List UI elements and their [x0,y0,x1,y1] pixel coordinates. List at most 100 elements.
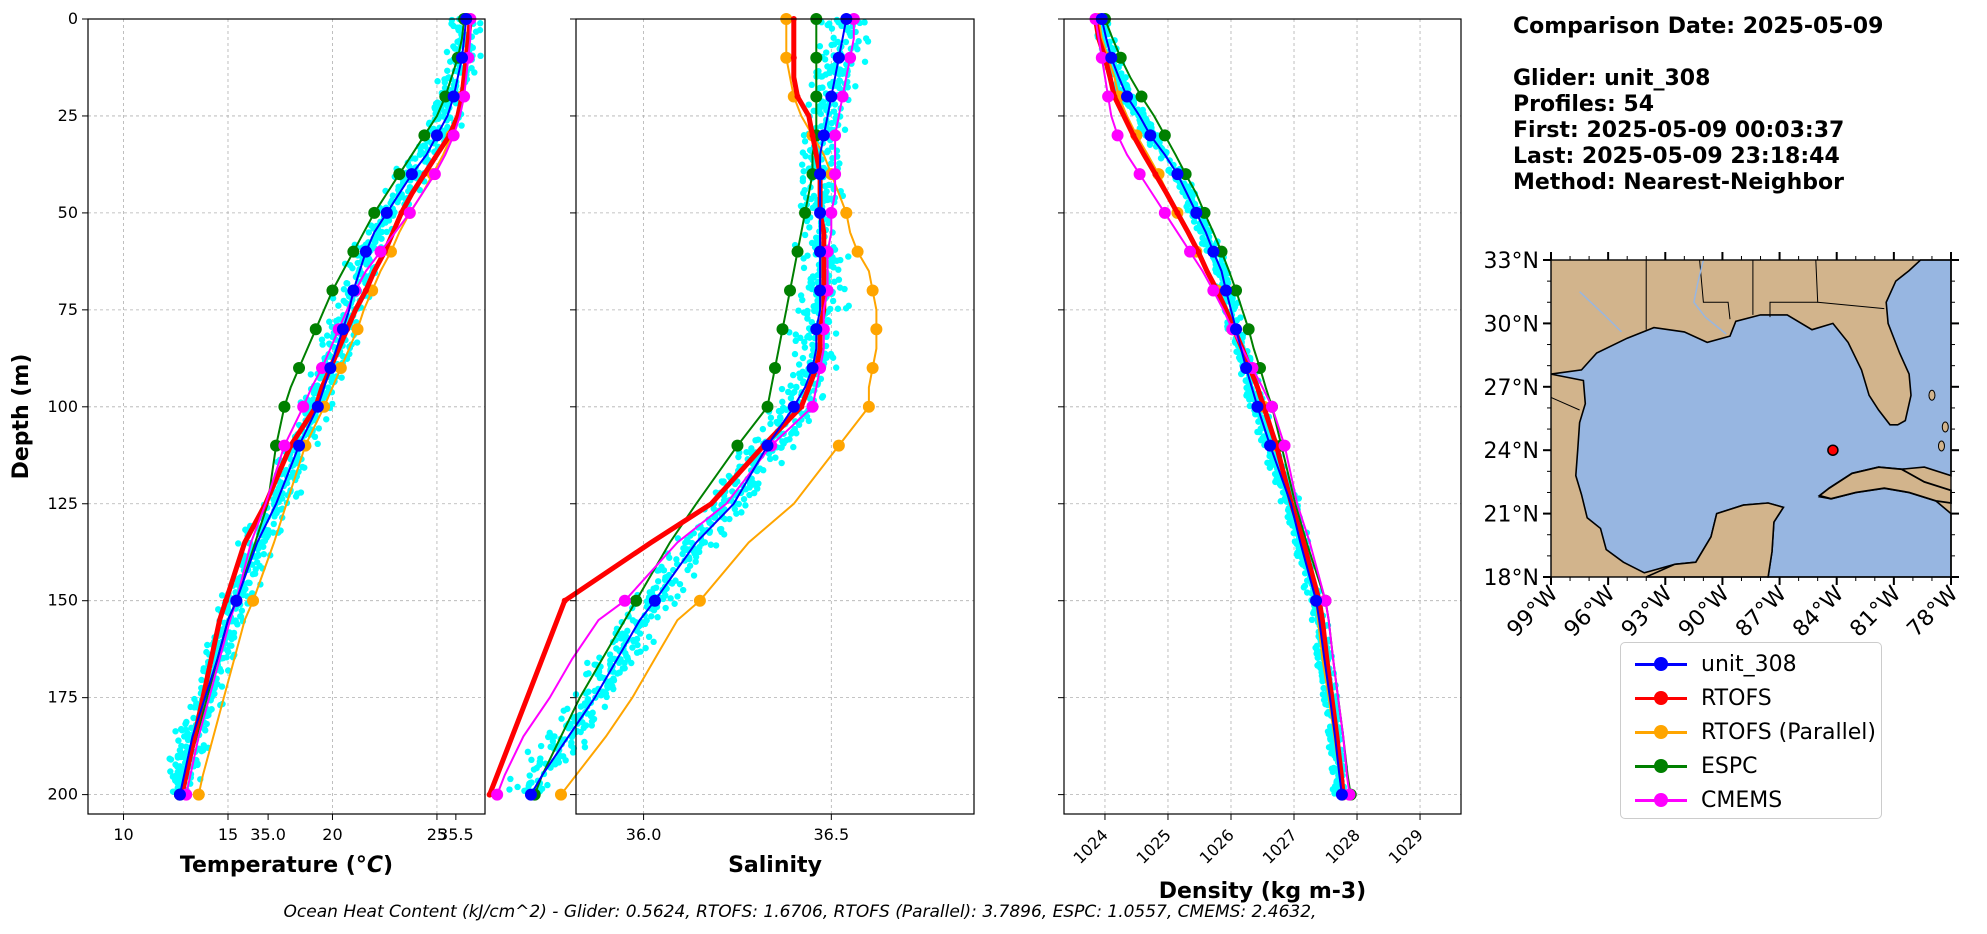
glider-scatter-point [1333,777,1341,785]
series-point [851,245,864,258]
glider-scatter-point [1146,120,1153,128]
first-time: First: 2025-05-09 00:03:37 [1513,118,1845,143]
glider-scatter-point [778,459,785,467]
glider-scatter-point [606,651,614,658]
glider-scatter-point [827,259,834,267]
series-point [293,439,306,452]
glider-scatter-point [672,577,679,584]
glider-scatter-point [340,286,348,293]
series-point [1219,284,1232,297]
glider-scatter-point [353,339,361,346]
series-point [814,245,827,258]
series-point [817,129,830,142]
glider-scatter-point [778,385,786,393]
glider-scatter-point [451,45,459,52]
glider-scatter-point [674,593,681,600]
glider-scatter-point [434,78,441,85]
series-point [1230,323,1243,336]
glider-scatter-point [774,420,781,427]
glider-scatter-point [684,566,691,574]
glider-scatter-point [1243,390,1251,397]
glider-scatter-point [833,80,841,87]
glider-scatter-point [805,332,812,339]
glider-scatter-point [537,742,545,750]
lon-tick-label: 96°W [1560,581,1621,642]
glider-scatter-point [754,485,761,492]
glider-scatter-point [265,527,272,534]
glider-scatter-point [1212,265,1220,273]
glider-scatter-point [329,295,337,302]
glider-scatter-point [444,67,451,74]
glider-scatter-point [260,550,268,558]
glider-scatter-point [772,454,779,461]
glider-scatter-point [166,755,173,762]
glider-scatter-point [606,660,614,668]
glider-scatter-point [584,696,592,703]
glider-scatter-point [1329,746,1336,753]
glider-scatter-point [616,669,623,676]
series-point [798,403,805,410]
glider-scatter-point [648,613,655,620]
series-point [814,284,827,297]
glider-scatter-point [440,113,447,120]
series-point [618,594,631,607]
glider-scatter-point [322,390,329,397]
series-point [270,439,283,452]
glider-scatter-point [816,84,823,92]
glider-scatter-point [1257,436,1265,444]
glider-scatter-point [190,714,197,722]
glider-scatter-point [538,785,546,792]
series-point [316,362,329,375]
series-point [173,788,186,801]
glider-scatter-point [755,480,762,487]
glider-scatter-point [237,613,244,620]
glider-scatter-point [217,668,225,675]
glider-scatter-point [679,550,686,558]
series-point [430,129,443,142]
series-point [1195,248,1202,255]
glider-scatter-point [249,571,257,578]
glider-scatter-point [826,196,833,203]
glider-scatter-point [537,755,544,762]
series-point [866,284,879,297]
glider-scatter-point [767,420,774,428]
x-tick-label: 36.0 [626,825,662,844]
series-point [336,323,349,336]
series-point [1310,594,1323,607]
glider-scatter-point [441,79,449,86]
x-tick-label: 20 [322,825,342,844]
glider-scatter-point [832,330,840,337]
glider-scatter-point [335,302,342,309]
salinity-panel: 35.0 35.5 36.0 36.5 Salinity [250,13,975,878]
glider-scatter-point [748,445,755,452]
series-point [347,245,360,258]
glider-scatter-point [558,715,565,722]
series-point [810,90,823,103]
series-point [561,597,568,604]
series-point [380,206,393,219]
river [1693,259,1727,335]
glider-scatter-point [815,261,823,269]
glider-scatter-point [823,49,830,56]
glider-scatter-point [301,464,308,471]
glider-scatter-point [828,25,836,32]
glider-scatter-point [315,425,323,432]
glider-scatter-point [826,80,834,88]
glider-scatter-point [797,292,805,299]
series-point [351,323,364,336]
glider-scatter-point [854,45,861,53]
series-point [829,168,842,181]
glider-scatter-point [270,496,277,503]
bahamas-island [1941,421,1949,433]
glider-scatter-point [389,192,397,199]
x-tick-label: 1024 [1070,825,1112,867]
glider-scatter-point [588,718,596,725]
series-point [447,129,460,142]
glider-scatter-point [228,642,235,649]
glider-scatter-point [1310,610,1317,617]
glider-scatter-point [800,255,807,262]
glider-scatter-point [726,515,733,523]
series-point [806,362,819,375]
glider-scatter-point [444,123,451,131]
glider-scatter-point [673,556,680,563]
